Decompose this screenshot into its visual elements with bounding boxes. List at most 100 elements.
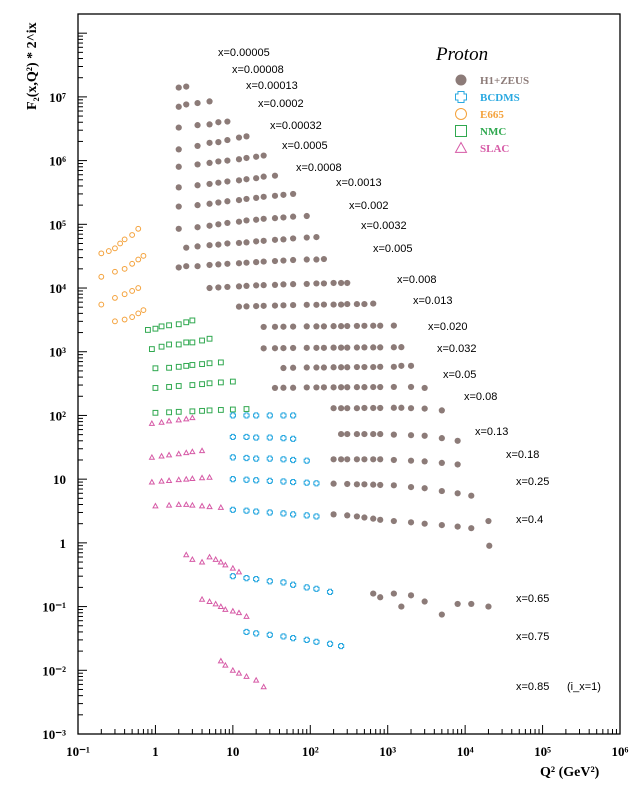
- h1zeus-point: [235, 134, 243, 141]
- h1zeus-point: [175, 225, 182, 232]
- legend-entry: H1+ZEUS: [455, 74, 529, 87]
- nmc-point: [183, 319, 190, 326]
- h1zeus-point: [390, 404, 397, 411]
- x-tick-label: 10⁻¹: [66, 744, 90, 759]
- legend-label: H1+ZEUS: [480, 75, 529, 87]
- h1zeus-point: [320, 255, 328, 263]
- slac-point: [222, 561, 229, 568]
- x-tick-label: 10: [226, 744, 239, 759]
- h1zeus-point: [370, 322, 377, 329]
- h1zeus-point: [370, 300, 377, 307]
- h1zeus-point: [280, 257, 287, 264]
- h1zeus-point: [407, 457, 415, 464]
- h1zeus-point: [398, 344, 405, 351]
- h1zeus-point: [253, 216, 260, 223]
- x-tick-label: 1: [152, 744, 159, 759]
- h1zeus-point: [253, 175, 260, 182]
- bcdms-point: [243, 433, 250, 441]
- h1zeus-point: [260, 282, 267, 289]
- bcdms-point: [253, 575, 260, 583]
- e665-point: [129, 288, 136, 294]
- slac-point: [212, 555, 219, 562]
- h1zeus-point: [183, 101, 190, 108]
- h1zeus-point: [303, 234, 310, 241]
- legend-entry: BCDMS: [455, 91, 520, 104]
- nmc-point: [189, 339, 196, 346]
- bcdms-point: [290, 478, 297, 486]
- legend-marker: [455, 108, 467, 120]
- nmc-point: [175, 321, 182, 328]
- x-tick-label: 10⁴: [457, 744, 474, 759]
- h1zeus-point: [235, 196, 243, 204]
- bcdms-point: [266, 578, 273, 585]
- h1zeus-point: [215, 199, 222, 206]
- h1zeus-point: [344, 512, 351, 519]
- h1zeus-point: [260, 323, 267, 331]
- h1zeus-point: [320, 364, 328, 371]
- e665-point: [121, 316, 128, 323]
- h1zeus-point: [290, 301, 297, 309]
- bcdms-point: [303, 636, 310, 643]
- y-tick-labels: 10⁻³ 10⁻² 10⁻¹ 1 10 10² 10³ 10⁴ 10⁵ 10⁶ 10⁷: [42, 90, 66, 742]
- h1zeus-point: [320, 280, 328, 287]
- bcdms-point: [303, 512, 310, 519]
- bcdms-point: [337, 642, 345, 650]
- h1zeus-point: [361, 481, 368, 488]
- y-tick-label: 10³: [49, 345, 66, 360]
- h1zeus-point: [344, 405, 351, 412]
- h1zeus-point: [243, 239, 250, 246]
- h1zeus-point: [361, 363, 368, 371]
- slac-point: [217, 603, 225, 609]
- bcdms-point: [290, 581, 297, 588]
- legend-label: SLAC: [480, 143, 509, 155]
- h1zeus-point: [194, 243, 201, 250]
- h1zeus-point: [337, 364, 345, 371]
- x-bin-label: x=0.0008: [296, 162, 342, 174]
- y-tick-label: 10⁵: [49, 217, 66, 232]
- x-bin-label: x=0.08: [464, 391, 497, 403]
- h1zeus-point: [313, 256, 320, 263]
- legend-marker: [455, 91, 467, 103]
- h1zeus-point: [353, 384, 361, 391]
- h1zeus-point: [370, 456, 377, 463]
- slac-point: [158, 418, 165, 425]
- h1zeus-point: [253, 259, 260, 266]
- bcdms-point: [229, 476, 236, 483]
- x-bin-label: x=0.0013: [336, 177, 382, 189]
- h1zeus-point: [421, 485, 428, 492]
- bcdms-point: [313, 480, 320, 487]
- h1zeus-point: [271, 302, 279, 309]
- slac-point: [206, 473, 213, 480]
- bcdms-point: [280, 579, 287, 586]
- h1zeus-point: [353, 300, 361, 308]
- slac-point: [182, 449, 190, 456]
- h1zeus-point: [370, 481, 377, 488]
- axis-ticks: [77, 13, 621, 735]
- h1zeus-point: [290, 213, 297, 220]
- h1zeus-point: [370, 515, 377, 522]
- h1zeus-point: [271, 345, 279, 352]
- h1zeus-point: [398, 362, 405, 369]
- slac-point: [206, 553, 213, 560]
- slac-point: [198, 558, 206, 565]
- h1zeus-point: [407, 519, 415, 526]
- h1zeus-point: [353, 322, 361, 330]
- slac-point: [229, 666, 237, 673]
- e665-point: [140, 252, 147, 259]
- h1zeus-point: [215, 158, 222, 165]
- slac-point: [158, 452, 165, 459]
- h1zeus-point: [485, 603, 492, 610]
- h1zeus-point: [224, 219, 231, 227]
- bcdms-point: [253, 508, 260, 515]
- slac-point: [217, 503, 225, 510]
- slac-point: [175, 476, 182, 483]
- h1zeus-point: [175, 163, 182, 170]
- h1zeus-point: [320, 384, 328, 391]
- h1zeus-point: [398, 404, 405, 411]
- bcdms-point: [290, 635, 297, 642]
- h1zeus-point: [438, 407, 445, 414]
- h1zeus-point: [303, 384, 310, 391]
- bcdms-point: [229, 506, 236, 513]
- bcdms-point: [229, 433, 236, 441]
